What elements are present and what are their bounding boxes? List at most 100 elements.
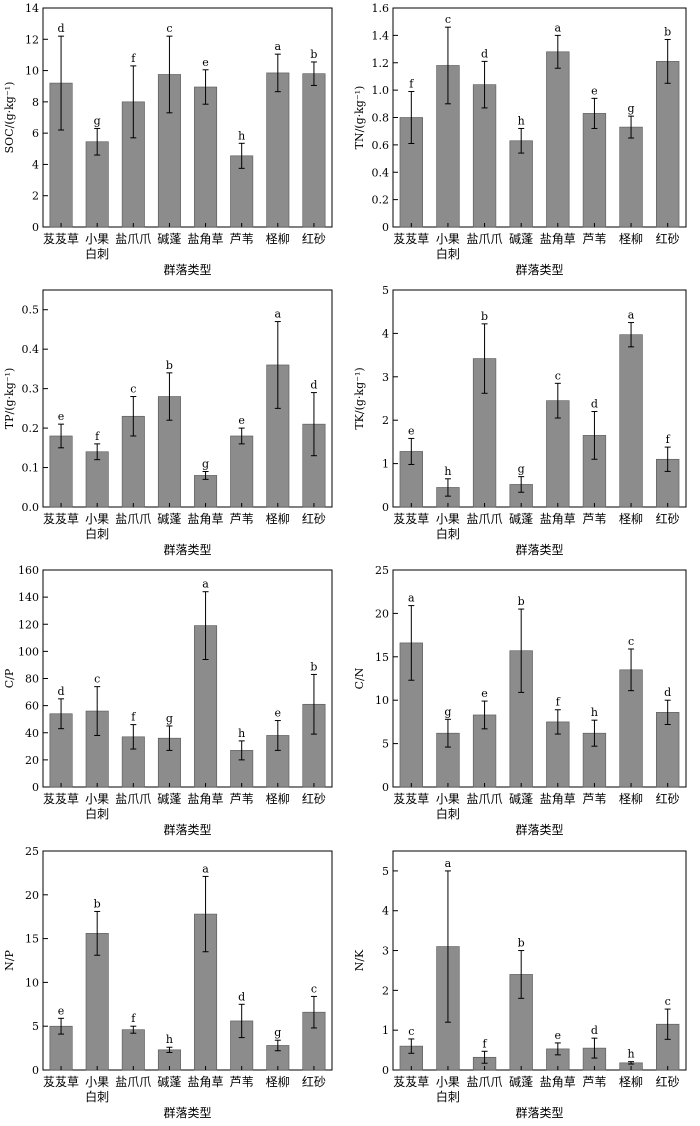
bar — [194, 86, 218, 228]
x-category-label: 小果 — [85, 792, 109, 806]
bar — [509, 140, 533, 228]
significance-letter: h — [238, 129, 245, 142]
y-tick-label: 4 — [32, 158, 39, 171]
y-axis-label: TN/(g·kg⁻¹) — [353, 86, 366, 150]
y-tick-label: 0.4 — [372, 166, 390, 179]
significance-letter: e — [58, 410, 65, 423]
significance-letter: d — [591, 1024, 598, 1037]
significance-letter: b — [166, 359, 173, 372]
y-tick-label: 5 — [382, 284, 389, 297]
y-tick-label: 0.4 — [22, 343, 40, 356]
plot-frame — [392, 289, 687, 508]
x-category-label: 盐爪爪 — [467, 792, 503, 806]
y-tick-label: 5 — [32, 1020, 39, 1033]
significance-letter: c — [311, 982, 317, 995]
x-category-label: 芦苇 — [582, 512, 606, 526]
significance-letter: c — [628, 635, 634, 648]
significance-letter: e — [408, 424, 415, 437]
y-tick-label: 1.2 — [372, 57, 390, 70]
significance-letter: b — [518, 595, 525, 608]
significance-letter: e — [58, 1004, 65, 1017]
x-category-label: 盐爪爪 — [467, 512, 503, 526]
significance-letter: a — [275, 40, 282, 53]
significance-letter: d — [238, 990, 245, 1003]
y-axis-label: C/N — [353, 667, 366, 689]
y-tick-label: 0.8 — [372, 112, 390, 125]
y-tick-label: 4 — [382, 327, 389, 340]
y-tick-label: 0.2 — [22, 422, 40, 435]
x-category-label: 盐角草 — [188, 232, 224, 246]
y-tick-label: 60 — [25, 700, 39, 713]
x-category-label: 柽柳 — [619, 792, 643, 806]
significance-letter: d — [591, 398, 598, 411]
x-category-label: 盐角草 — [188, 512, 224, 526]
x-category-label: 柽柳 — [266, 232, 290, 246]
significance-letter: c — [408, 1025, 414, 1038]
significance-letter: e — [202, 56, 209, 69]
significance-letter: a — [202, 862, 209, 875]
y-tick-label: 1.0 — [372, 84, 390, 97]
x-category-label: 小果 — [85, 232, 109, 246]
significance-letter: g — [628, 102, 635, 115]
significance-letter: h — [166, 1033, 173, 1046]
significance-letter: h — [518, 114, 525, 127]
x-category-label: 白刺 — [85, 806, 109, 821]
y-tick-label: 14 — [25, 2, 39, 15]
x-category-label: 芦苇 — [230, 1075, 254, 1089]
x-category-label: 红砂 — [302, 791, 326, 806]
significance-letter: f — [131, 711, 136, 724]
y-tick-label: 10 — [375, 694, 389, 707]
significance-letter: h — [444, 465, 451, 478]
significance-letter: g — [202, 457, 209, 470]
x-category-label: 芨芨草 — [43, 1075, 79, 1089]
y-tick-label: 0.1 — [22, 462, 40, 475]
significance-letter: h — [591, 706, 598, 719]
significance-letter: c — [555, 369, 561, 382]
x-category-label: 盐角草 — [540, 232, 576, 246]
significance-letter: f — [409, 77, 414, 90]
x-axis-label: 群落类型 — [163, 1106, 211, 1120]
significance-letter: h — [238, 727, 245, 740]
significance-letter: a — [202, 578, 209, 591]
y-tick-label: 0 — [382, 221, 389, 234]
significance-letter: g — [274, 1026, 281, 1039]
x-category-label: 白刺 — [85, 1089, 109, 1104]
x-axis-label: 群落类型 — [163, 543, 211, 557]
chart-panel-2: 0 0.2 0.4 0.6 0.8 1.0 1.2 1.4 1.6 TN/(g·kg⁻¹) f 芨芨草… — [353, 2, 687, 277]
bar — [546, 51, 570, 228]
significance-letter: e — [591, 84, 598, 97]
y-tick-label: 120 — [18, 618, 39, 631]
x-axis-label: 群落类型 — [163, 263, 211, 277]
x-category-label: 柽柳 — [266, 792, 290, 806]
significance-letter: a — [275, 308, 282, 321]
x-category-label: 盐角草 — [188, 792, 224, 806]
y-tick-label: 1 — [382, 458, 389, 471]
significance-letter: g — [166, 712, 173, 725]
y-tick-label: 0 — [32, 221, 39, 234]
significance-letter: d — [58, 22, 65, 35]
significance-letter: a — [555, 21, 562, 34]
significance-letter: f — [131, 52, 136, 65]
x-category-label: 芨芨草 — [43, 512, 79, 526]
y-tick-label: 20 — [375, 607, 389, 620]
x-category-label: 小果 — [436, 232, 460, 246]
significance-letter: a — [628, 309, 635, 322]
significance-letter: c — [130, 383, 136, 396]
y-tick-label: 100 — [18, 645, 39, 658]
x-category-label: 芦苇 — [582, 792, 606, 806]
y-axis-label: N/P — [3, 950, 16, 971]
y-tick-label: 0 — [382, 501, 389, 514]
significance-letter: d — [58, 685, 65, 698]
x-category-label: 柽柳 — [266, 1075, 290, 1089]
y-tick-label: 0 — [32, 781, 39, 794]
y-tick-label: 160 — [18, 564, 39, 577]
x-category-label: 盐角草 — [540, 792, 576, 806]
significance-letter: c — [665, 995, 671, 1008]
x-category-label: 白刺 — [85, 526, 109, 541]
significance-letter: f — [666, 433, 671, 446]
